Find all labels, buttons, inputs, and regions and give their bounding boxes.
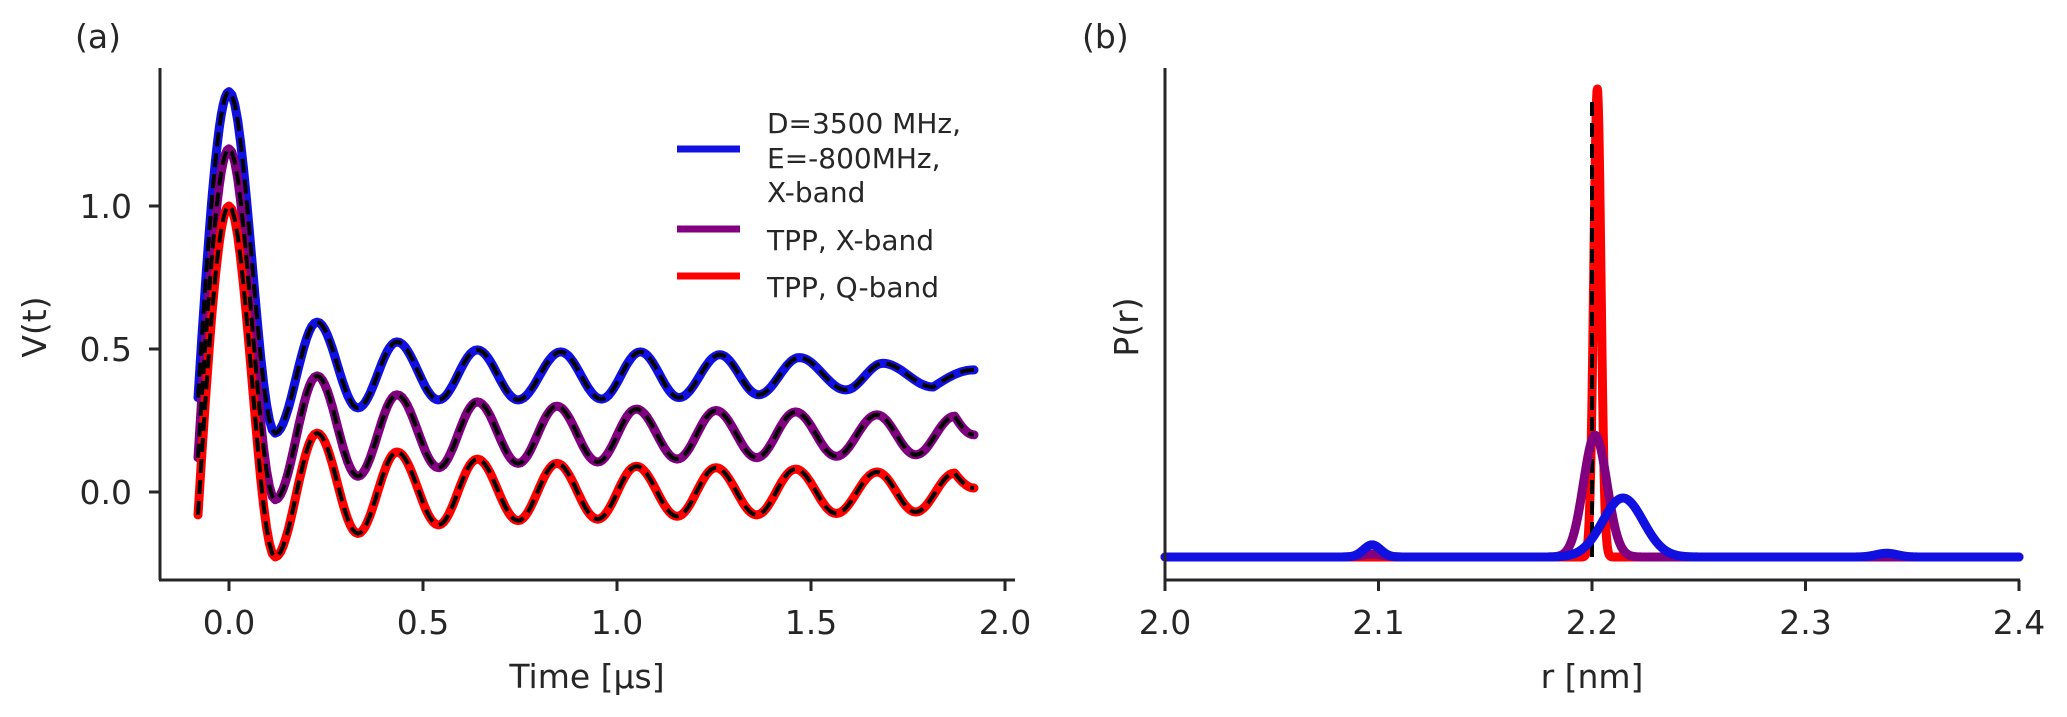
legend-item: D=3500 MHz,E=-800MHz,X-band: [677, 107, 961, 209]
x-tick-label: 1.5: [785, 603, 837, 642]
panel-b-label: (b): [1082, 17, 1129, 56]
panel-a-x-ticks: 0.0 0.5 1.0 1.5 2.0: [203, 580, 1031, 642]
y-tick-label: 0.0: [80, 473, 132, 512]
legend-label: TPP, X-band: [766, 224, 934, 257]
x-tick-label: 2.1: [1352, 603, 1404, 642]
x-tick-label: 2.4: [1993, 603, 2045, 642]
legend-item: TPP, Q-band: [677, 271, 939, 304]
x-tick-label: 2.0: [979, 603, 1031, 642]
x-tick-label: 0.0: [203, 603, 255, 642]
y-tick-label: 1.0: [80, 187, 132, 226]
legend-label: X-band: [767, 176, 865, 209]
legend-label: E=-800MHz,: [767, 142, 941, 175]
legend-label: D=3500 MHz,: [767, 107, 961, 140]
panel-b-curves: [1160, 84, 2024, 562]
x-tick-label: 2.2: [1566, 603, 1618, 642]
distribution-line-2: [1160, 493, 2024, 562]
x-tick-label: 1.0: [591, 603, 643, 642]
panel-b: (b) 2.0 2.1 2.2 2.3 2.4 r [nm] P(r): [1082, 17, 2045, 696]
panel-a-curves: [193, 87, 979, 562]
panel-b-x-ticks: 2.0 2.1 2.2 2.3 2.4: [1139, 580, 2045, 642]
fit-line-0: [196, 88, 975, 436]
x-tick-label: 2.3: [1779, 603, 1831, 642]
panel-a-y-axis-label: V(t): [15, 296, 54, 357]
legend-label: TPP, Q-band: [766, 271, 939, 304]
panel-b-y-axis-label: P(r): [1107, 297, 1146, 356]
x-tick-label: 0.5: [397, 603, 449, 642]
panel-a-label: (a): [75, 17, 121, 56]
legend: D=3500 MHz,E=-800MHz,X-band TPP, X-band TP…: [677, 107, 961, 304]
x-tick-label: 2.0: [1139, 603, 1191, 642]
fit-line-1: [196, 146, 975, 503]
panel-b-x-axis-label: r [nm]: [1541, 657, 1644, 696]
fit-line-2: [196, 203, 975, 560]
legend-item: TPP, X-band: [677, 224, 934, 257]
y-tick-label: 0.5: [80, 330, 132, 369]
panel-a: (a) 0.0 0.5 1.0 1.5 2.0 0.00.51.0 Time [µs] …: [15, 17, 1031, 696]
panel-a-y-ticks: 0.0 0.5 1.0: [80, 187, 160, 512]
panel-a-x-axis-label: Time [µs]: [508, 657, 664, 696]
